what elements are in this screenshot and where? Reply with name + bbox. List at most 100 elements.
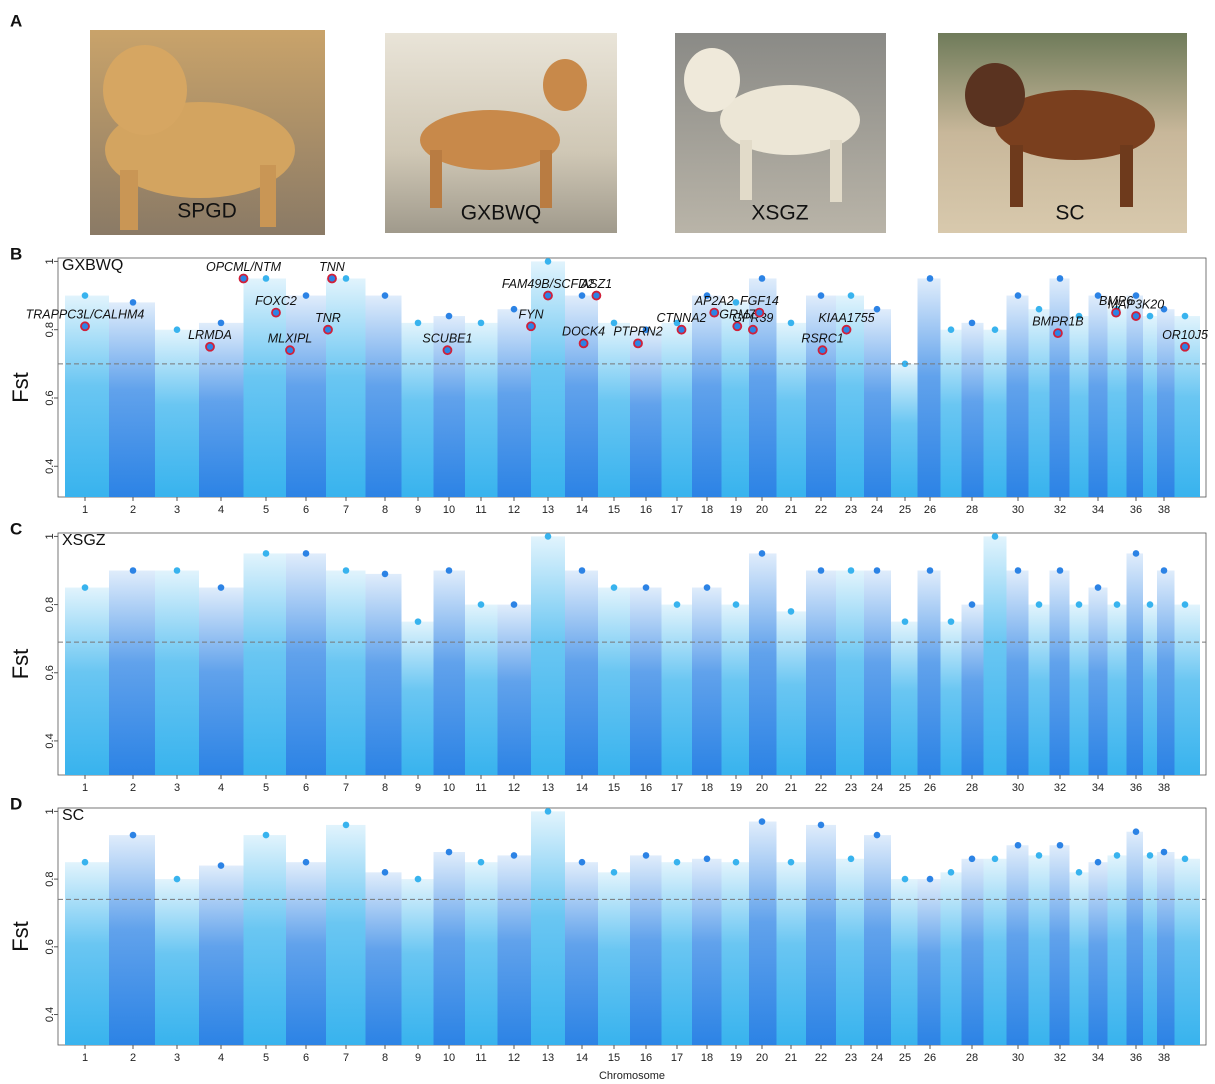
highlight-point	[328, 274, 336, 282]
peak-point	[1182, 313, 1189, 320]
peak-point	[343, 275, 350, 282]
x-tick-label: 20	[756, 782, 768, 794]
chromosome-density	[962, 323, 984, 497]
highlight-point	[678, 326, 686, 334]
peak-point	[218, 320, 225, 327]
chromosome-density	[402, 622, 434, 775]
x-tick-label: 3	[174, 782, 180, 794]
peak-point	[969, 855, 976, 862]
peak-point	[303, 550, 310, 557]
photo-label: GXBWQ	[461, 202, 542, 225]
chromosome-density	[836, 296, 864, 497]
gene-label: GPR39	[732, 311, 773, 325]
peak-point	[969, 320, 976, 327]
x-tick-label: 28	[966, 504, 978, 516]
peak-point	[1095, 584, 1102, 591]
peak-point	[415, 618, 422, 625]
peak-point	[478, 601, 485, 608]
x-tick-label: 6	[303, 782, 309, 794]
x-tick-label: 22	[815, 504, 827, 516]
x-tick-label: 36	[1130, 504, 1142, 516]
peak-point	[130, 832, 137, 839]
chromosome-density	[941, 330, 962, 497]
chromosome-density	[918, 278, 941, 497]
highlight-point	[755, 309, 763, 317]
peak-point	[446, 849, 453, 856]
chromosome-density	[244, 835, 287, 1045]
chromosome-density	[434, 852, 466, 1045]
chromosome-density	[402, 323, 434, 497]
y-tick-label: 1	[44, 808, 56, 814]
peak-point	[218, 584, 225, 591]
x-tick-label: 14	[576, 504, 588, 516]
chromosome-density	[1070, 872, 1089, 1045]
peak-point	[382, 292, 389, 299]
x-tick-label: 12	[508, 1052, 520, 1064]
x-tick-label: 3	[174, 1052, 180, 1064]
x-tick-label: 11	[475, 1052, 486, 1064]
chromosome-density	[941, 622, 962, 775]
chromosome-density	[1070, 316, 1089, 497]
x-tick-label: 21	[785, 782, 797, 794]
peak-point	[511, 306, 518, 313]
photo-label: SPGD	[177, 200, 237, 223]
photo: SC	[938, 33, 1187, 233]
x-tick-label: 32	[1054, 1052, 1066, 1064]
x-tick-label: 23	[845, 504, 857, 516]
x-tick-label: 34	[1092, 504, 1104, 516]
chromosome-density	[662, 323, 693, 497]
x-tick-label: 38	[1158, 1052, 1170, 1064]
x-tick-label: 13	[542, 504, 554, 516]
chromosome-density	[630, 588, 662, 775]
x-tick-label: 2	[130, 782, 136, 794]
highlight-point	[710, 309, 718, 317]
peak-point	[303, 859, 310, 866]
chromosome-density	[598, 872, 630, 1045]
chromosome-density	[777, 323, 807, 497]
highlight-point	[1181, 343, 1189, 351]
chromosome-density	[65, 588, 109, 775]
x-tick-label: 36	[1130, 782, 1142, 794]
x-tick-label: 10	[443, 504, 455, 516]
y-tick-label: 1	[44, 533, 56, 539]
chart-title: SC	[62, 807, 84, 824]
chromosome-density	[891, 364, 918, 497]
peak-point	[1015, 292, 1022, 299]
gene-label: MLXIPL	[268, 331, 313, 345]
y-tick-label: 0.6	[44, 939, 56, 954]
x-tick-label: 6	[303, 504, 309, 516]
highlight-point	[819, 346, 827, 354]
peak-point	[948, 326, 955, 333]
peak-point	[545, 533, 552, 540]
x-tick-label: 25	[899, 504, 911, 516]
chromosome-density	[1127, 553, 1144, 775]
chromosome-density	[1089, 296, 1108, 497]
highlight-point	[1054, 329, 1062, 337]
peak-point	[969, 601, 976, 608]
x-tick-label: 23	[845, 1052, 857, 1064]
peak-point	[478, 320, 485, 327]
peak-point	[874, 306, 881, 313]
highlight-point	[843, 326, 851, 334]
x-tick-label: 30	[1012, 504, 1024, 516]
peak-point	[343, 567, 350, 574]
x-tick-label: 9	[415, 782, 421, 794]
chromosome-density	[531, 536, 565, 775]
x-tick-label: 34	[1092, 782, 1104, 794]
x-tick-label: 24	[871, 1052, 883, 1064]
peak-point	[382, 571, 389, 578]
x-tick-label: 28	[966, 1052, 978, 1064]
peak-point	[511, 852, 518, 859]
chromosome-density	[155, 879, 199, 1045]
x-tick-label: 22	[815, 782, 827, 794]
chromosome-density	[465, 605, 498, 775]
highlight-point	[749, 326, 757, 334]
x-tick-label: 23	[845, 782, 857, 794]
x-tick-label: 7	[343, 504, 349, 516]
highlight-point	[286, 346, 294, 354]
chromosome-density	[806, 570, 836, 775]
peak-point	[1036, 852, 1043, 859]
peak-point	[303, 292, 310, 299]
chromosome-density	[918, 570, 941, 775]
peak-point	[818, 567, 825, 574]
